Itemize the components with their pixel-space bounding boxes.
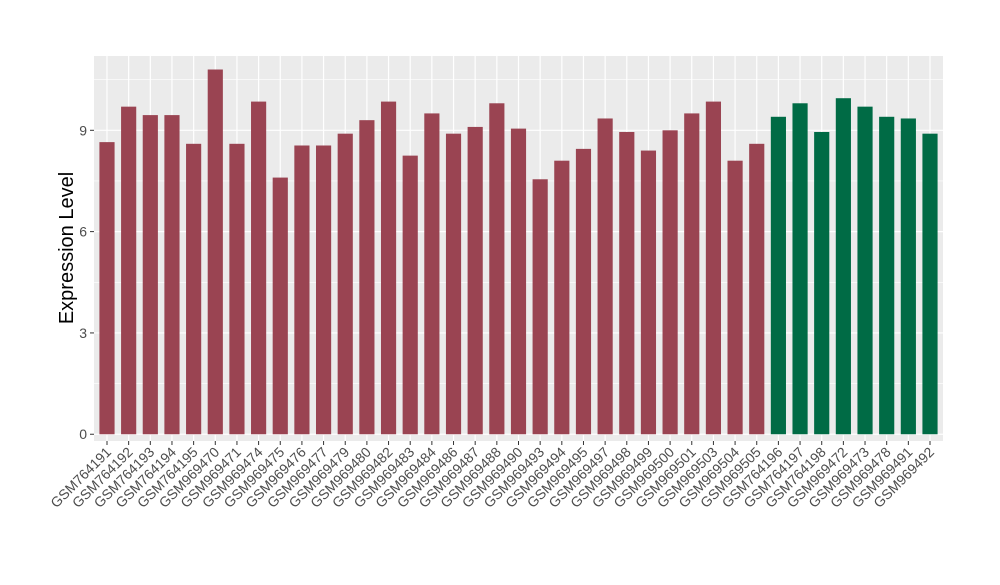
bar-GSM764196 — [770, 116, 786, 435]
bar-GSM969478 — [879, 116, 895, 435]
bar-GSM969475 — [272, 177, 288, 435]
bar-GSM969500 — [662, 130, 678, 435]
bar-GSM969494 — [554, 160, 570, 435]
y-tick-label: 6 — [79, 224, 87, 240]
bar-GSM969492 — [922, 133, 938, 435]
bar-GSM969472 — [835, 98, 851, 435]
bar-GSM969474 — [251, 101, 267, 435]
y-tick-label: 9 — [79, 122, 87, 138]
bar-GSM764198 — [814, 131, 830, 435]
bar-GSM969470 — [207, 69, 223, 435]
x-axis: GSM764191GSM764192GSM764193GSM764194GSM7… — [47, 441, 937, 511]
y-axis-label: Expression Level — [56, 172, 78, 324]
bar-GSM764193 — [142, 115, 158, 435]
bar-GSM969499 — [640, 150, 657, 435]
y-axis: 0 3 6 9 — [79, 122, 94, 442]
bar-GSM969505 — [749, 143, 765, 435]
bar-GSM764195 — [186, 143, 202, 435]
bar-GSM969497 — [597, 118, 613, 435]
bar-GSM969471 — [229, 143, 245, 435]
bar-GSM764192 — [121, 106, 137, 435]
bars — [99, 69, 938, 435]
bar-GSM969488 — [489, 103, 505, 435]
bar-GSM969504 — [727, 160, 743, 435]
y-tick-label: 0 — [79, 426, 87, 442]
bar-GSM969480 — [359, 120, 375, 435]
bar-GSM969498 — [619, 131, 635, 435]
bar-GSM969493 — [532, 179, 548, 435]
bar-GSM969476 — [294, 145, 310, 435]
bar-GSM969503 — [705, 101, 722, 435]
y-tick-label: 3 — [79, 325, 87, 341]
bar-GSM764194 — [164, 115, 180, 435]
bar-GSM969477 — [315, 145, 332, 435]
bar-GSM969487 — [467, 126, 483, 435]
bar-GSM764191 — [99, 142, 115, 435]
bar-GSM969473 — [857, 106, 873, 435]
bar-GSM969484 — [424, 113, 440, 435]
bar-GSM969501 — [684, 113, 700, 435]
bar-GSM969483 — [402, 155, 418, 435]
bar-GSM969491 — [900, 118, 916, 435]
bar-GSM764197 — [792, 103, 808, 435]
bar-GSM969490 — [510, 128, 527, 435]
bar-GSM969495 — [575, 148, 592, 435]
bar-GSM969479 — [337, 133, 353, 435]
bar-GSM969482 — [380, 101, 397, 435]
bar-GSM969486 — [445, 133, 462, 435]
